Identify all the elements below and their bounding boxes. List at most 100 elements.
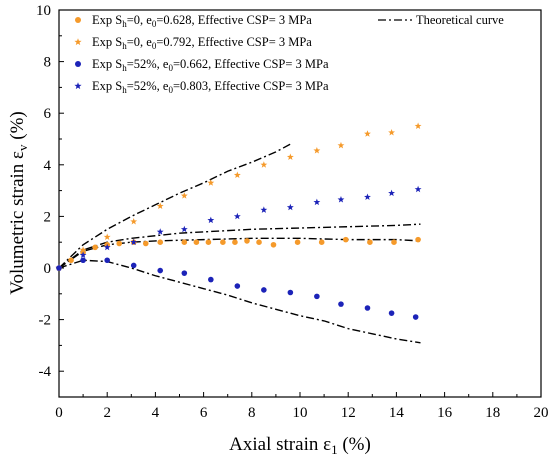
series-2-point (233, 171, 241, 179)
y-tick-label: 0 (44, 261, 52, 277)
series-3-point (287, 289, 294, 296)
series-1-point (92, 244, 98, 251)
series-4-point (337, 196, 345, 203)
x-tick-label: 6 (200, 405, 208, 421)
series-1-point (181, 239, 188, 245)
x-axis-title: Axial strain ε1 (%) (229, 434, 371, 457)
series-4-point (233, 212, 241, 220)
series-1-point (256, 239, 262, 245)
series-2-point (207, 179, 215, 186)
series-3-point (80, 257, 86, 264)
series-2-point (414, 122, 422, 130)
x-tick-label: 0 (55, 405, 63, 421)
series-3-point (261, 287, 267, 293)
series-1-point (367, 239, 373, 245)
y-tick-label: 4 (44, 158, 52, 174)
series-2-point (286, 153, 294, 160)
series-1-point (244, 238, 250, 244)
series-2-point (337, 141, 345, 149)
series-3-point (208, 276, 214, 283)
series-4-point (313, 198, 321, 206)
y-tick-label: 6 (44, 106, 52, 122)
series-3-point (314, 293, 320, 300)
series-4-point (286, 203, 294, 211)
series-1-point (193, 239, 200, 245)
series-3-point (412, 314, 419, 320)
x-tick-label: 12 (341, 405, 356, 421)
theoretical-curve-4 (58, 259, 421, 344)
legend-entry-theory: Theoretical curve (378, 13, 504, 27)
series-1-point (220, 239, 226, 245)
series-3-point (104, 257, 110, 264)
legend-marker-orange-circle (75, 17, 81, 23)
series-4-point (388, 189, 395, 197)
series-2-point (364, 130, 371, 137)
x-tick-label: 18 (485, 405, 500, 421)
theoretical-curve-1 (58, 142, 294, 269)
series-3-point (157, 267, 164, 274)
data-points (55, 122, 422, 320)
theoretical-curves (58, 142, 421, 344)
series-2-point (103, 233, 111, 240)
series-3-point (364, 305, 371, 311)
axis-ticks: 0 2 4 6 8 10 12 14 16 18 20 -4 -2 0 2 4 6 8 10 (36, 3, 549, 421)
series-2-point (260, 161, 268, 168)
series-4-point (79, 251, 87, 259)
series-1-point (318, 239, 325, 245)
theoretical-curve-2 (58, 223, 421, 269)
x-tick-label: 4 (152, 405, 160, 421)
y-tick-label: -4 (39, 364, 52, 380)
series-1-point (157, 239, 164, 245)
series-2-point (180, 192, 188, 199)
x-tick-label: 2 (103, 405, 111, 421)
y-tick-label: -2 (39, 313, 52, 329)
y-tick-label: 10 (36, 3, 51, 19)
series-1-point (342, 236, 349, 243)
y-tick-label: 2 (44, 209, 52, 225)
series-4-point (103, 243, 111, 251)
legend-label-exp3: Exp Sh=52%, e0=0.662, Effective CSP= 3 M… (92, 57, 329, 73)
x-tick-label: 10 (293, 405, 308, 421)
series-3-point (388, 310, 395, 316)
legend-label-exp4: Exp Sh=52%, e0=0.803, Effective CSP= 3 M… (92, 79, 329, 95)
series-4-point (260, 206, 268, 213)
series-1-point (205, 239, 212, 245)
series-4-point (55, 264, 63, 271)
series-2-point (388, 128, 395, 136)
series-2-point (79, 246, 87, 253)
x-tick-label: 8 (248, 405, 256, 421)
x-tick-label: 20 (534, 405, 549, 421)
series-4-point (364, 193, 371, 200)
series-2-point (156, 202, 164, 209)
y-tick-label: 8 (44, 55, 52, 71)
series-3-point (181, 270, 188, 276)
legend-label-exp2: Exp Sh=0, e0=0.792, Effective CSP= 3 MPa (92, 35, 312, 51)
series-4-point (414, 185, 422, 193)
series-2-point (313, 147, 321, 154)
series-4-point (207, 216, 215, 224)
series-2-point (130, 217, 138, 225)
series-4-point (180, 225, 188, 233)
series-1-point (415, 236, 421, 243)
series-1-point (142, 240, 149, 247)
legend-entry-exp1: Exp Sh=0, e0=0.628, Effective CSP= 3 MPa (75, 13, 312, 29)
series-1-point (294, 239, 301, 245)
legend-marker-blue-star (74, 82, 82, 90)
series-3-point (234, 283, 241, 289)
legend-label-exp1: Exp Sh=0, e0=0.628, Effective CSP= 3 MPa (92, 13, 312, 29)
series-4-point (130, 238, 138, 246)
legend-marker-orange-star (74, 38, 82, 46)
legend-label-theory: Theoretical curve (416, 13, 504, 27)
theoretical-curve-3 (58, 237, 421, 269)
x-tick-label: 16 (437, 405, 453, 421)
series-3-point (338, 301, 344, 307)
legend-entry-exp4: Exp Sh=52%, e0=0.803, Effective CSP= 3 M… (74, 79, 329, 95)
series-1-point (232, 239, 238, 245)
legend-entry-exp3: Exp Sh=52%, e0=0.662, Effective CSP= 3 M… (75, 57, 329, 73)
x-tick-label: 14 (389, 405, 405, 421)
y-axis-title: Volumetric strain εv (%) (7, 111, 30, 295)
series-1-point (68, 257, 74, 264)
legend-entry-exp2: Exp Sh=0, e0=0.792, Effective CSP= 3 MPa (74, 35, 312, 51)
series-1-point (116, 240, 123, 247)
